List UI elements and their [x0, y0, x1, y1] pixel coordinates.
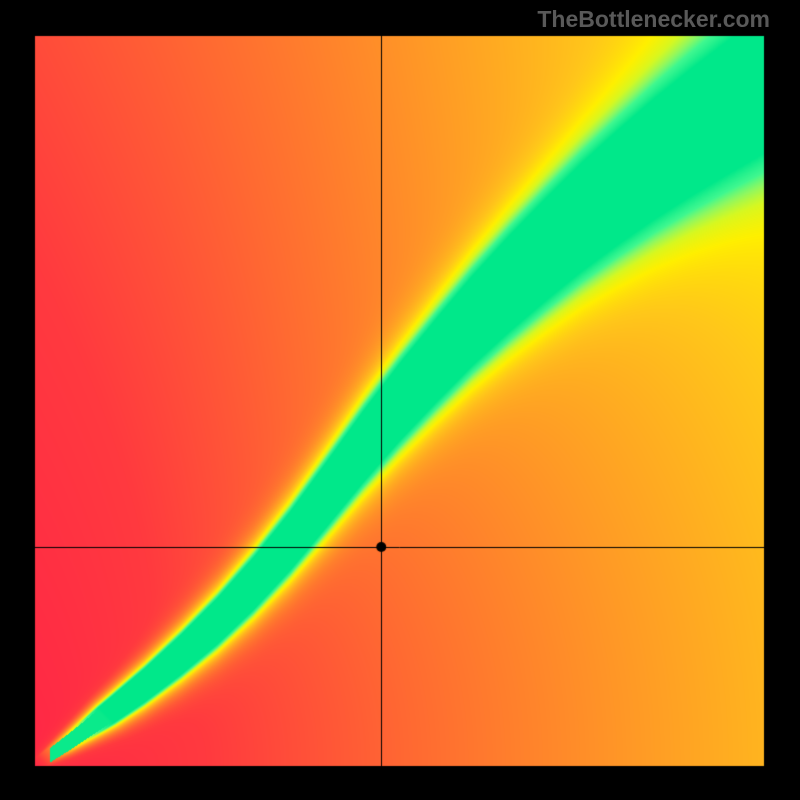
bottleneck-heatmap-canvas	[0, 0, 800, 800]
watermark-text: TheBottlenecker.com	[537, 6, 770, 33]
chart-container: TheBottlenecker.com	[0, 0, 800, 800]
